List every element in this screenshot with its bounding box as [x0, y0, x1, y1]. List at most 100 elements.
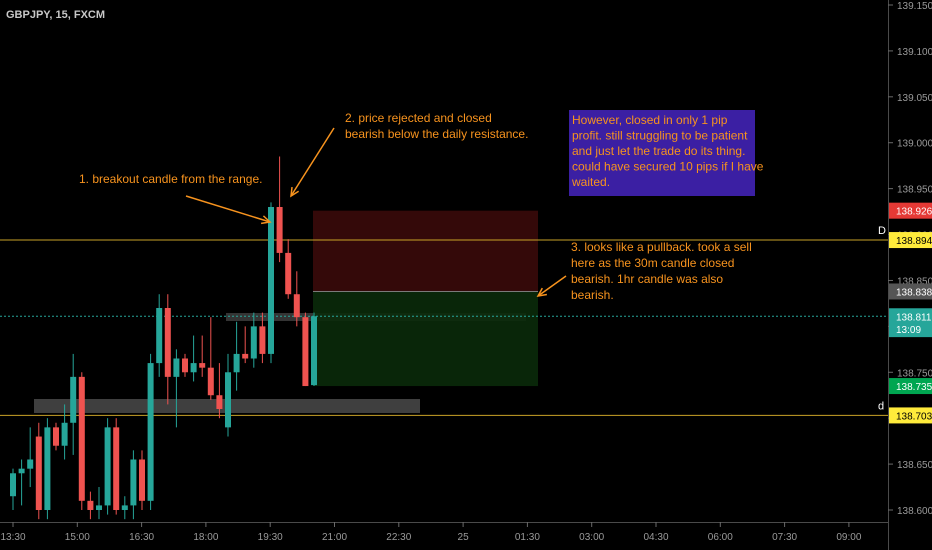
candle-body — [18, 468, 25, 474]
annotation-3: 3. looks like a pullback. took a sell — [571, 240, 752, 254]
time-tick-label: 19:30 — [258, 532, 283, 543]
time-tick-label: 04:30 — [643, 532, 668, 543]
symbol-title: GBPJPY, 15, FXCM — [6, 9, 105, 21]
time-tick-label: 18:00 — [193, 532, 218, 543]
candle-body — [233, 353, 240, 373]
candle-body — [61, 422, 68, 446]
arrow-2[interactable] — [290, 127, 335, 197]
arrow-2-head — [290, 186, 300, 198]
arrow-3[interactable] — [537, 275, 567, 297]
candle-body — [147, 363, 154, 501]
price-tick-label: 139.100 — [897, 47, 932, 58]
candle-body — [216, 395, 223, 409]
candle-body — [225, 372, 231, 428]
price-tick-label: 138.600 — [897, 506, 932, 517]
price-badge-label: 138.894 — [896, 236, 932, 247]
candle-body — [87, 500, 94, 510]
candle-body — [268, 207, 274, 354]
candle-body — [113, 427, 120, 510]
candle-body — [173, 358, 180, 377]
time-tick-label: 25 — [458, 532, 470, 543]
time-tick-label: 13:30 — [0, 532, 25, 543]
price-badge-label: 138.811 — [896, 312, 932, 323]
arrow-3-head — [536, 287, 547, 298]
candle-body — [242, 353, 249, 359]
annotations: 1. breakout candle from the range. 2. pri… — [79, 110, 764, 302]
time-tick-label: 15:00 — [65, 532, 90, 543]
candle-body — [10, 473, 16, 497]
price-badge — [889, 321, 932, 338]
candle-body — [35, 436, 42, 510]
price-tick-label: 138.650 — [897, 460, 932, 471]
time-tick-label: 06:00 — [708, 532, 733, 543]
annotation-2: 2. price rejected and closed — [345, 111, 492, 125]
candle-body — [130, 459, 137, 506]
candle-body — [259, 326, 266, 354]
candle-body — [199, 363, 206, 368]
price-badge — [889, 232, 932, 249]
trade-zones — [34, 210, 538, 413]
annotation-3: bearish. — [571, 288, 614, 302]
candle-body — [164, 308, 171, 377]
price-badge-label: 138.926 — [896, 207, 932, 218]
note-text: and just let the trade do its thing. — [572, 144, 745, 158]
price-badge-label: 138.703 — [896, 411, 932, 422]
price-badge — [889, 283, 932, 300]
candle-body — [250, 326, 257, 359]
annotation-1: 1. breakout candle from the range. — [79, 172, 262, 186]
note-text: waited. — [571, 175, 610, 189]
price-tick-label: 138.750 — [897, 368, 932, 379]
price-badge — [889, 378, 932, 395]
candles — [10, 156, 317, 520]
annotation-2: bearish below the daily resistance. — [345, 127, 528, 141]
candle-body — [311, 316, 317, 386]
candle-body — [78, 376, 85, 501]
note-text: profit. still struggling to be patient — [572, 129, 748, 143]
level-label: D — [878, 225, 886, 237]
candle-body — [53, 427, 59, 446]
time-tick-label: 07:30 — [772, 532, 797, 543]
annotation-3: bearish. 1hr candle was also — [571, 272, 723, 286]
candle-body — [285, 252, 292, 295]
candle-body — [190, 363, 197, 373]
price-badge-label: 138.838 — [896, 287, 932, 298]
time-tick-label: 22:30 — [386, 532, 411, 543]
candle-body — [156, 308, 163, 364]
price-tick-label: 138.850 — [897, 276, 932, 287]
candle-body — [293, 294, 300, 318]
candle-body — [207, 367, 214, 396]
arrow-1-head — [260, 215, 272, 225]
price-tick-label: 139.050 — [897, 93, 932, 104]
price-tick-label: 139.150 — [897, 1, 932, 12]
candle-body — [121, 505, 128, 510]
arrow-1[interactable] — [185, 195, 271, 223]
time-tick-label: 01:30 — [515, 532, 540, 543]
price-badge-label: 138.735 — [896, 382, 932, 393]
target-zone — [313, 291, 538, 387]
time-tick-label: 09:00 — [836, 532, 861, 543]
candle-body — [70, 376, 77, 423]
price-badge-label: 13:09 — [896, 325, 921, 336]
price-badge — [889, 202, 932, 219]
candle-body — [302, 317, 309, 387]
candle-body — [276, 207, 283, 253]
time-tick-label: 16:30 — [129, 532, 154, 543]
level-label: d — [878, 400, 884, 412]
price-badge — [889, 407, 932, 424]
price-tick-label: 139.000 — [897, 139, 932, 150]
note-text: However, closed in only 1 pip — [572, 113, 728, 127]
candle-body — [104, 427, 111, 506]
price-badge — [889, 308, 932, 325]
stop-zone — [313, 210, 538, 292]
time-tick-label: 03:00 — [579, 532, 604, 543]
candle-body — [96, 505, 102, 510]
candle-body — [139, 459, 145, 501]
candle-body — [44, 427, 51, 510]
candle-body — [27, 459, 34, 469]
note-text: could have secured 10 pips if I have — [572, 160, 764, 174]
time-tick-label: 21:00 — [322, 532, 347, 543]
annotation-3: here as the 30m candle closed — [571, 256, 734, 270]
note-box[interactable] — [569, 110, 755, 196]
